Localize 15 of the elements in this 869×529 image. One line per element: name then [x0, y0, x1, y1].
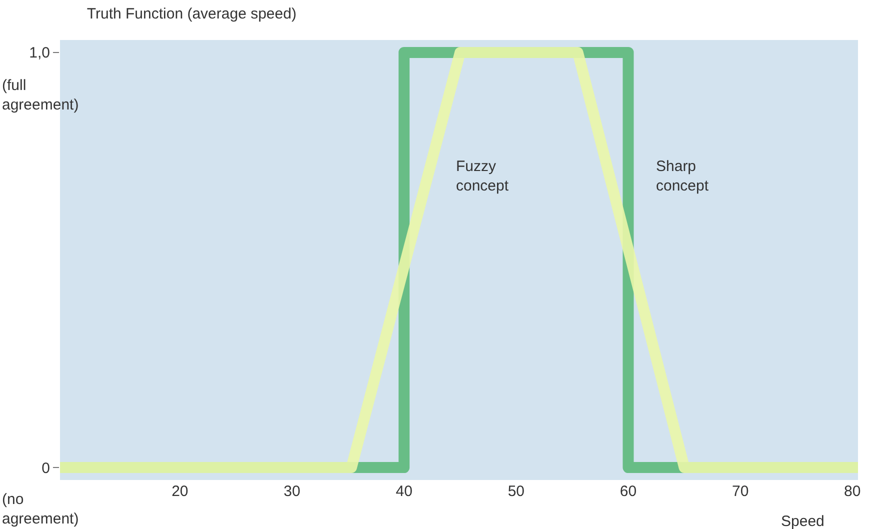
series-label: Sharp concept	[656, 158, 710, 194]
y-tick-label: 0	[42, 460, 50, 477]
x-tick-label: 40	[396, 483, 412, 500]
x-tick-label: 20	[172, 483, 188, 500]
x-tick-label: 50	[508, 483, 525, 500]
x-tick-label: 60	[620, 483, 637, 500]
series-label: Fuzzy concept	[456, 158, 510, 194]
chart-title: Truth Function (average speed)	[86, 5, 296, 22]
text: (no agreement)	[2, 491, 79, 528]
x-axis-title: Speed	[781, 513, 824, 529]
y-tick-label: 1,0	[29, 44, 50, 62]
annotation: (full agreement)	[2, 77, 79, 114]
x-tick-label: 80	[844, 483, 861, 500]
x-tick-label: 30	[284, 483, 300, 500]
x-tick-label: 70	[732, 483, 749, 500]
